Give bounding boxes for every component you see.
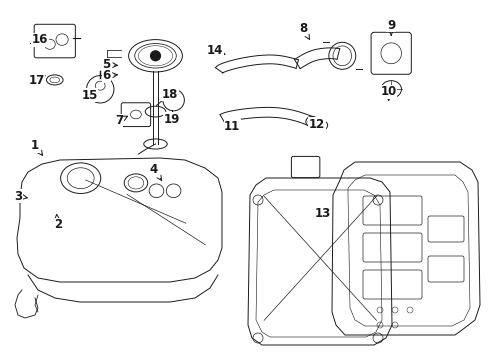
Text: 3: 3	[15, 190, 27, 203]
Text: 14: 14	[206, 44, 224, 57]
Circle shape	[150, 51, 160, 61]
Text: 5: 5	[102, 58, 117, 71]
Text: 15: 15	[81, 89, 98, 102]
Text: 18: 18	[162, 88, 178, 101]
Text: 7: 7	[115, 114, 127, 127]
Text: 11: 11	[224, 120, 240, 132]
Text: 19: 19	[163, 113, 180, 126]
Text: 2: 2	[54, 215, 61, 231]
Text: 1: 1	[31, 139, 42, 156]
Text: 6: 6	[102, 69, 117, 82]
Text: 10: 10	[380, 85, 396, 100]
Text: 16: 16	[32, 33, 48, 46]
Text: 8: 8	[299, 22, 309, 39]
Text: 4: 4	[150, 163, 162, 180]
Text: 13: 13	[314, 207, 330, 220]
Text: 12: 12	[308, 118, 325, 131]
Text: 17: 17	[28, 75, 45, 87]
Text: 9: 9	[386, 19, 394, 35]
